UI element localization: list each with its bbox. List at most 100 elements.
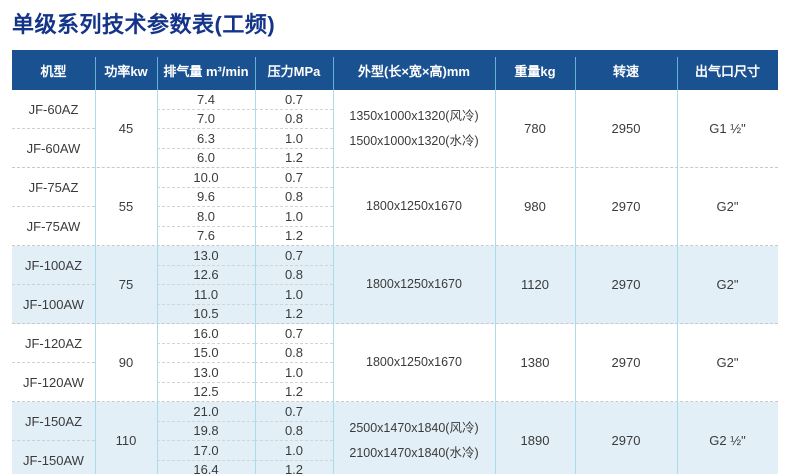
dims-line: 1800x1250x1670 (366, 199, 462, 213)
weight-cell: 1890 (495, 402, 575, 474)
flow-cell: 9.6 (157, 188, 255, 207)
model-column: JF-150AZ JF-150AW (12, 402, 95, 474)
model-column: JF-120AZ JF-120AW (12, 324, 95, 401)
dims-cell: 1350x1000x1320(风冷) 1500x1000x1320(水冷) (333, 90, 495, 168)
power-cell: 45 (95, 90, 157, 168)
dims-cell: 1800x1250x1670 (333, 168, 495, 246)
power-cell: 75 (95, 246, 157, 324)
speed-cell: 2970 (575, 402, 677, 474)
weight-cell: 1120 (495, 246, 575, 324)
pressure-cell: 1.2 (284, 228, 304, 244)
speed-cell: 2950 (575, 90, 677, 168)
flow-cell: 6.0 (196, 150, 216, 166)
flow-column: 13.0 12.6 11.0 10.5 (157, 246, 255, 324)
weight-cell: 980 (495, 168, 575, 246)
flow-column: 16.0 15.0 13.0 12.5 (157, 324, 255, 402)
flow-cell: 10.5 (193, 306, 219, 322)
flow-column: 7.4 7.0 6.3 6.0 (157, 90, 255, 168)
weight-cell: 1380 (495, 324, 575, 402)
pressure-column: 0.7 0.8 1.0 1.2 (255, 246, 333, 324)
outlet-cell: G2 ½" (677, 402, 778, 474)
dims-cell: 1800x1250x1670 (333, 324, 495, 402)
pressure-cell: 0.7 (255, 324, 333, 344)
outlet-cell: G2" (677, 168, 778, 246)
spec-table: 机型 功率kw 排气量 m³/min 压力MPa 外型(长×宽×高)mm 重量k… (12, 50, 778, 474)
col-header-power: 功率kw (95, 50, 157, 90)
pressure-cell: 1.0 (255, 285, 333, 305)
flow-column: 10.0 9.6 8.0 7.6 (157, 168, 255, 246)
pressure-cell: 1.0 (255, 129, 333, 149)
dims-cell: 2500x1470x1840(风冷) 2100x1470x1840(水冷) (333, 402, 495, 474)
model-cell: JF-60AZ (12, 90, 95, 129)
flow-cell: 8.0 (157, 207, 255, 227)
pressure-cell: 0.8 (255, 188, 333, 207)
col-header-displacement: 排气量 m³/min (157, 50, 255, 90)
col-header-model: 机型 (40, 63, 67, 79)
pressure-cell: 0.7 (255, 246, 333, 266)
pressure-column: 0.7 0.8 1.0 1.2 (255, 90, 333, 168)
table-header-row: 机型 功率kw 排气量 m³/min 压力MPa 外型(长×宽×高)mm 重量k… (12, 50, 778, 90)
model-column: JF-100AZ JF-100AW (12, 246, 95, 323)
flow-cell: 7.4 (157, 90, 255, 110)
flow-column: 21.0 19.8 17.0 16.4 (157, 402, 255, 474)
speed-cell: 2970 (575, 324, 677, 402)
pressure-cell: 1.2 (284, 462, 304, 474)
spec-block: JF-150AZ JF-150AW 110 21.0 19.8 17.0 16.4 0.7 0.… (12, 402, 778, 474)
pressure-cell: 0.7 (255, 168, 333, 188)
dims-line: 2100x1470x1840(水冷) (349, 445, 479, 460)
outlet-cell: G2" (677, 246, 778, 324)
outlet-cell: G2" (677, 324, 778, 402)
dims-line: 1350x1000x1320(风冷) (349, 108, 479, 123)
pressure-column: 0.7 0.8 1.0 1.2 (255, 402, 333, 474)
outlet-cell: G1 ½" (677, 90, 778, 168)
flow-cell: 12.6 (157, 266, 255, 285)
col-header-weight: 重量kg (495, 50, 575, 90)
model-cell: JF-60AW (26, 140, 81, 156)
flow-cell: 15.0 (157, 344, 255, 363)
model-cell: JF-75AW (26, 218, 81, 234)
pressure-cell: 0.8 (255, 110, 333, 129)
model-column: JF-60AZ JF-60AW (12, 90, 95, 167)
spec-block: JF-120AZ JF-120AW 90 16.0 15.0 13.0 12.5 0.7 0.8… (12, 324, 778, 402)
speed-cell: 2970 (575, 168, 677, 246)
spec-block: JF-75AZ JF-75AW 55 10.0 9.6 8.0 7.6 0.7 0.8 1.0 1.… (12, 168, 778, 246)
pressure-cell: 0.8 (255, 344, 333, 363)
flow-cell: 10.0 (157, 168, 255, 188)
model-cell: JF-75AZ (12, 168, 95, 207)
pressure-cell: 1.0 (255, 363, 333, 383)
speed-cell: 2970 (575, 246, 677, 324)
col-header-outlet-size: 出气口尺寸 (677, 50, 778, 90)
flow-cell: 17.0 (157, 441, 255, 461)
flow-cell: 7.0 (157, 110, 255, 129)
flow-cell: 16.0 (157, 324, 255, 344)
weight-cell: 780 (495, 90, 575, 168)
flow-cell: 11.0 (157, 285, 255, 305)
col-header-pressure: 压力MPa (255, 50, 333, 90)
spec-block: JF-100AZ JF-100AW 75 13.0 12.6 11.0 10.5 0.7 0.8… (12, 246, 778, 324)
table-body: JF-60AZ JF-60AW 45 7.4 7.0 6.3 6.0 0.7 0.8 1.0 1.2… (12, 90, 778, 474)
dims-line: 1800x1250x1670 (366, 277, 462, 291)
model-cell: JF-100AW (23, 296, 84, 312)
flow-cell: 16.4 (193, 462, 219, 474)
col-header-dimensions: 外型(长×宽×高)mm (333, 50, 495, 90)
flow-cell: 21.0 (157, 402, 255, 422)
power-cell: 55 (95, 168, 157, 246)
dims-line: 1800x1250x1670 (366, 355, 462, 369)
pressure-cell: 0.7 (255, 90, 333, 110)
model-cell: JF-100AZ (12, 246, 95, 285)
pressure-cell: 1.0 (255, 441, 333, 461)
pressure-cell: 0.8 (255, 422, 333, 441)
pressure-cell: 1.2 (284, 384, 304, 400)
power-cell: 110 (95, 402, 157, 474)
model-cell: JF-150AW (23, 452, 84, 468)
page-title: 单级系列技术参数表(工频) (12, 12, 276, 37)
dims-line: 1500x1000x1320(水冷) (349, 133, 479, 148)
model-cell: JF-120AZ (12, 324, 95, 363)
pressure-cell: 1.2 (284, 150, 304, 166)
dims-line: 2500x1470x1840(风冷) (349, 420, 479, 435)
pressure-cell: 0.8 (255, 266, 333, 285)
flow-cell: 13.0 (157, 246, 255, 266)
model-cell: JF-120AW (23, 374, 84, 390)
dims-cell: 1800x1250x1670 (333, 246, 495, 324)
flow-cell: 7.6 (196, 228, 216, 244)
